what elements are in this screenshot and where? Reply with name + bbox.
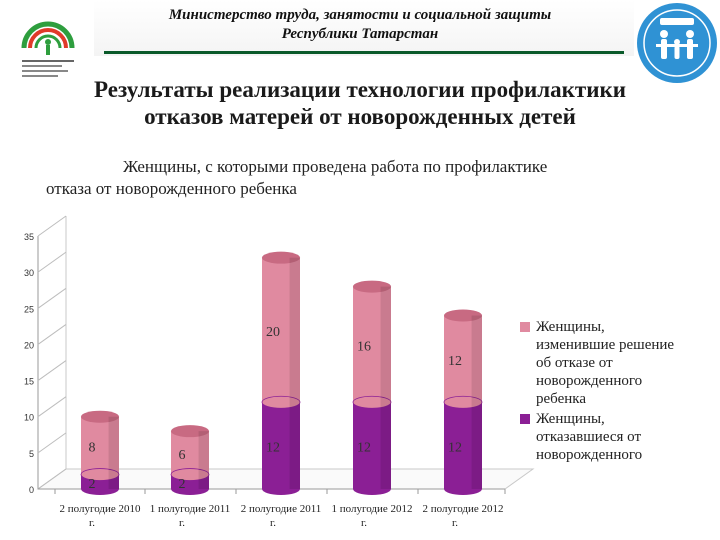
ministry-arch-logo-icon [21,21,75,77]
y-tick-line-7 [37,215,67,237]
ministry-name: Министерство труда, занятости и социальн… [100,6,620,44]
legend-label-refused: Женщины, отказавшиеся от новорожденного [536,410,720,464]
legend-text-line: об отказе от [536,355,613,371]
bar-changed-decision-3 [353,286,391,403]
y-tick-label-2: 10 [24,413,34,423]
data-label-refused-3: 12 [357,441,371,456]
y-tick-line-6 [37,251,67,273]
legend-text-line: изменившие решение [536,337,675,353]
cylinder-top-4 [444,309,482,322]
ministry-line-1: Министерство труда, занятости и социальн… [168,7,552,23]
cylinder-top-0 [81,410,119,423]
segment-joint-2 [261,395,301,409]
header-divider [104,51,624,54]
page-title: Результаты реализации технологии профила… [30,76,690,130]
y-tick-line-1 [37,432,67,454]
family-emblem-logo-icon [637,3,717,83]
chart-title: Женщины, с которыми проведена работа по … [30,156,690,200]
x-category-suffix-4: г. [452,517,458,529]
y-tick-label-0: 0 [29,485,34,495]
y-tick-line-3 [37,360,67,381]
bar-changed-decision-2 [262,257,300,403]
y-tick-label-7: 35 [24,232,34,242]
x-category-suffix-2: г. [270,517,276,529]
segment-joint-1 [170,468,210,481]
data-label-refused-4: 12 [448,441,462,456]
x-category-label-1: 1 полугодие 2011 [150,503,231,515]
y-tick-line-0 [37,468,67,490]
page-title-line-2: отказов матерей от новорожденных детей [144,104,576,129]
segment-joint-4 [443,395,483,409]
x-category-suffix-3: г. [361,517,367,529]
bar-refused-3 [353,402,391,489]
bar-changed-decision-4 [444,315,482,403]
x-category-label-3: 1 полугодие 2012 [331,503,412,515]
y-tick-label-4: 20 [24,340,34,350]
chart-title-line-1: Женщины, с которыми проведена работа по … [123,157,548,176]
legend-text-line: Женщины, [536,411,605,427]
data-label-refused-1: 2 [179,477,186,492]
legend-item-changed-decision: Женщины, изменившие решение об отказе от но… [520,318,720,408]
cylinder-shade-1 [198,431,209,489]
chart-title-line-2: отказа от новорожденного ребенка [46,179,297,198]
legend-text-line: ребенка [536,391,586,407]
x-category-suffix-0: г. [89,517,95,529]
header-band [94,0,634,56]
cylinder-shade-3 [380,286,391,489]
ministry-line-2: Республики Татарстан [281,26,439,42]
y-tick-label-6: 30 [24,268,34,278]
segment-joint-3 [352,395,392,409]
legend-text-line: новорожденного [536,447,643,463]
data-label-refused-2: 12 [266,441,280,456]
legend-swatch-changed-decision [520,322,530,332]
cylinder-top-3 [353,280,391,293]
legend-item-refused: Женщины, отказавшиеся от новорожденного [520,410,720,464]
bar-changed-decision-1 [171,431,209,475]
back-wall-edge [37,216,67,490]
page-title-line-1: Результаты реализации технологии профила… [94,77,626,102]
data-label-refused-0: 2 [89,477,96,492]
legend-text-line: Женщины, [536,319,605,335]
x-category-label-4: 2 полугодие 2012 [422,503,503,515]
x-category-label-2: 2 полугодие 2011 [241,503,322,515]
cylinder-shade-2 [289,257,300,489]
legend-swatch-refused [520,414,530,424]
bar-changed-decision-0 [81,416,119,475]
x-category-label-0: 2 полугодие 2010 [59,503,141,515]
data-label-changed-decision-4: 12 [448,354,462,369]
data-label-changed-decision-3: 16 [357,339,371,354]
data-label-changed-decision-0: 8 [89,441,96,456]
chart-legend: Женщины, изменившие решение об отказе от но… [520,318,720,466]
ministry-logo [2,2,94,94]
bar-refused-4 [444,402,482,489]
data-label-changed-decision-1: 6 [179,448,186,463]
y-tick-line-2 [37,396,67,418]
bar-refused-2 [262,402,300,489]
y-tick-line-4 [37,324,67,345]
y-tick-line-5 [37,287,67,309]
cylinder-top-1 [171,425,209,438]
legend-label-changed-decision: Женщины, изменившие решение об отказе от но… [536,318,720,408]
x-category-suffix-1: г. [179,517,185,529]
family-emblem [634,0,720,86]
cylinder-top-2 [262,251,300,264]
data-label-changed-decision-2: 20 [266,325,280,340]
cylinder-shade-4 [471,315,482,489]
legend-text-line: новорожденного [536,373,643,389]
y-tick-label-5: 25 [24,304,34,314]
y-tick-label-3: 15 [24,377,34,387]
segment-joint-0 [80,468,120,481]
y-tick-label-1: 5 [29,449,34,459]
cylinder-shade-0 [108,416,119,489]
legend-text-line: отказавшиеся от [536,429,642,445]
